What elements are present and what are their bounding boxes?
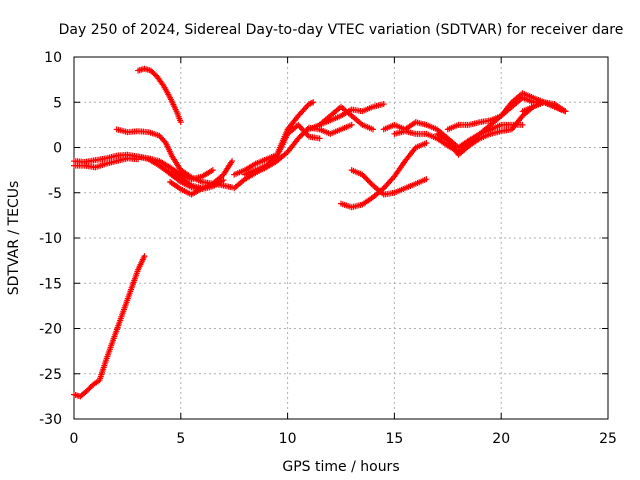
data-point-marker [359, 171, 366, 178]
data-point-marker [519, 121, 526, 128]
data-point-marker [368, 181, 375, 188]
data-point-marker [295, 135, 302, 142]
data-point-marker [360, 173, 367, 180]
data-point-marker [177, 119, 184, 126]
data-point-marker [297, 132, 304, 139]
series-arc-9 [231, 121, 355, 192]
y-tick-label: 10 [44, 50, 62, 66]
series-arc-11 [241, 121, 323, 178]
data-point-marker [423, 139, 430, 146]
y-tick-label: -5 [48, 186, 62, 202]
series-arc-2 [135, 65, 184, 126]
data-point-marker [310, 99, 317, 106]
data-point-marker [229, 158, 236, 165]
y-tick-label: -25 [39, 367, 62, 383]
series-arc-1 [71, 253, 148, 400]
x-tick-label: 0 [70, 431, 79, 447]
series-arc-15 [348, 167, 430, 198]
data-point-marker [380, 101, 387, 108]
data-point-marker [141, 253, 148, 260]
data-series [71, 65, 569, 400]
data-point-marker [316, 135, 323, 142]
data-point-marker [209, 167, 216, 174]
data-point-marker [363, 175, 370, 182]
y-tick-label: -30 [39, 412, 62, 428]
series-arc-13 [316, 103, 377, 133]
y-tick-label: -15 [39, 276, 62, 292]
data-point-marker [296, 134, 303, 141]
y-axis-label: SDTVAR / TECUs [6, 181, 22, 296]
series-arc-14 [338, 139, 430, 211]
y-tick-label: -20 [39, 322, 62, 338]
data-point-marker [199, 185, 206, 192]
x-axis-label: GPS time / hours [282, 459, 399, 475]
y-tick-label: 5 [53, 95, 62, 111]
data-point-marker [366, 178, 373, 185]
data-point-marker [220, 177, 227, 184]
y-tick-label: -10 [39, 231, 62, 247]
series-arc-4 [71, 155, 142, 171]
series-arc-20 [519, 99, 569, 115]
data-point-marker [348, 121, 355, 128]
series-arc-8 [167, 178, 206, 198]
data-point-marker [562, 108, 569, 115]
x-tick-label: 15 [385, 431, 403, 447]
data-point-marker [362, 174, 369, 181]
x-tick-label: 20 [492, 431, 510, 447]
series-arc-5 [113, 126, 236, 191]
data-point-marker [367, 179, 374, 186]
axis-ticks: 0 5 10 15 20 25 -30 -25 -20 -15 -10 -5 0 5 10 [39, 50, 617, 447]
chart-title: Day 250 of 2024, Sidereal Day-to-day VTE… [59, 22, 624, 38]
x-tick-label: 10 [279, 431, 297, 447]
data-point-marker [364, 177, 371, 184]
series-arc-10 [231, 99, 317, 178]
x-tick-label: 25 [599, 431, 617, 447]
data-point-marker [370, 126, 377, 133]
data-point-marker [423, 176, 430, 183]
y-tick-label: 0 [53, 141, 62, 157]
x-tick-label: 5 [176, 431, 185, 447]
series-arc-7 [156, 158, 236, 192]
